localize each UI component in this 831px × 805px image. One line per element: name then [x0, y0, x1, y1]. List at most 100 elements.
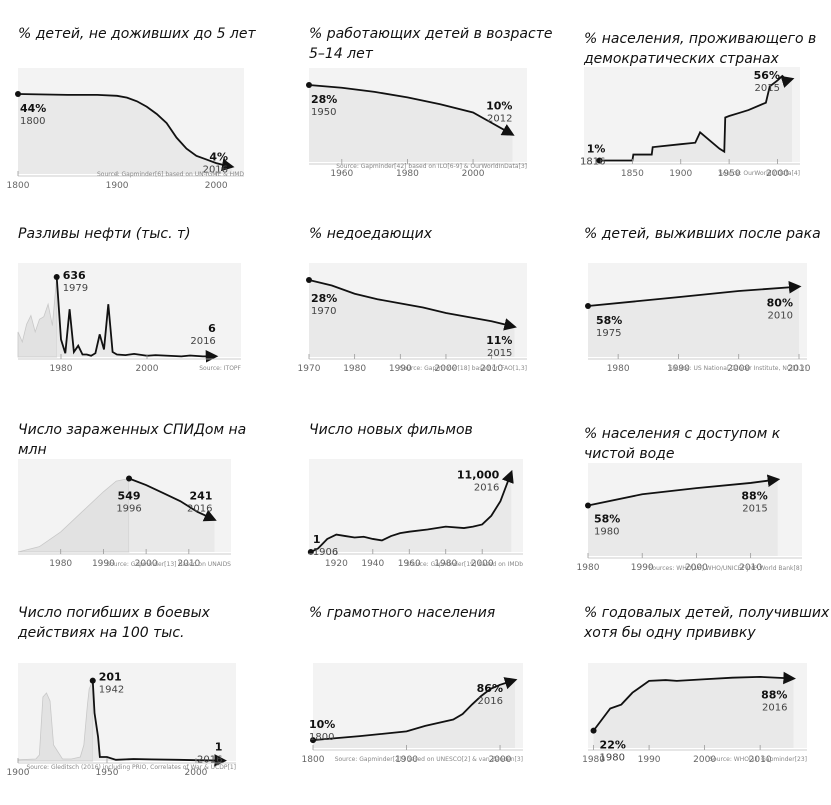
end-year-label: 2016 — [762, 702, 787, 713]
end-year-label: 2015 — [742, 503, 767, 514]
end-year-label: 2015 — [487, 348, 512, 359]
source-label: Source: US National Cancer Institute, NC… — [669, 365, 807, 372]
x-tick-label: 1990 — [631, 563, 654, 573]
x-tick-label: 1980 — [50, 364, 73, 374]
series-area — [310, 472, 512, 552]
x-tick-label: 1900 — [395, 755, 418, 765]
start-value-label: 549 — [118, 490, 141, 503]
chart-hiv: Число зараженных СПИДом на млн 1980 1990 2… — [17, 420, 278, 615]
source-label: Source: Gapminder[21] based on UNESCO[2]… — [335, 756, 523, 763]
series-line — [55, 276, 219, 363]
start-value-label: 636 — [63, 269, 86, 282]
x-tick-label: 1980 — [49, 559, 72, 569]
x-tick-label: 1980 — [582, 755, 605, 765]
end-value-label: 86% — [477, 682, 503, 695]
end-year-label: 2015 — [755, 83, 780, 94]
x-tick-label: 2000 — [135, 559, 158, 569]
series-area — [588, 479, 778, 556]
chart-title: % работающих детей в возрасте 5–14 лет — [309, 26, 553, 62]
start-year-label: 1979 — [63, 283, 88, 294]
end-value-label: 56% — [754, 69, 780, 82]
chart-title: Число зараженных СПИДом на млн — [18, 422, 247, 458]
chart-plot-area: 1850 1900 1950 2000 1%1816 56%2015 Source: Our… — [580, 67, 800, 179]
x-tick-label: 1980 — [343, 364, 366, 374]
end-year-label: 2016 — [187, 504, 212, 515]
end-year-label: 2016 — [203, 165, 228, 176]
chart-vaccination: % годовалых детей, получивших хотя бы од… — [582, 603, 831, 798]
source-label: Source: Gapminder[42] based on ILO[6-9] … — [336, 163, 527, 170]
series-line — [599, 74, 795, 162]
chart-literacy: % грамотного населения 1800 1900 2000 10% 18… — [302, 603, 569, 798]
series-line — [17, 93, 235, 172]
chart-title: % недоедающих — [309, 226, 432, 242]
end-value-label: 80% — [767, 297, 793, 310]
start-point — [15, 91, 21, 97]
x-tick-label: 2010 — [480, 364, 503, 374]
start-value-label: 22% — [600, 739, 626, 752]
start-value-label: 1% — [587, 143, 606, 156]
end-value-label: 88% — [741, 489, 767, 502]
chart-cancer-survival: % детей, выживших после рака 1980 1990 200… — [584, 224, 831, 419]
x-tick-label: 1900 — [7, 768, 30, 778]
start-year-label: 1980 — [600, 753, 625, 764]
chart-title: Число погибших в боевых действиях на 100… — [18, 605, 210, 641]
start-year-label: 1800 — [309, 732, 334, 743]
context-series — [17, 680, 94, 762]
series-area — [588, 286, 799, 357]
chart-clean-water: % населения с доступом к чистой воде 198… — [577, 424, 831, 619]
start-point — [596, 157, 603, 164]
x-tick-label: 1850 — [621, 169, 644, 179]
x-tick-label: 2000 — [185, 768, 208, 778]
series-line — [91, 680, 227, 767]
end-year-label: 2016 — [197, 755, 222, 766]
end-year-label: 2016 — [478, 696, 503, 707]
series-area — [309, 85, 513, 162]
x-tick-label: 1980 — [434, 559, 457, 569]
end-value-label: 11% — [486, 334, 512, 347]
end-value-label: 4% — [209, 151, 228, 164]
chart-plot-area: 1960 1980 2000 28%1950 10%2012 Source: Gapmin… — [306, 68, 527, 179]
series-line — [308, 279, 517, 331]
source-label: Source: Gapminder[6] based on UN-IGME & … — [97, 171, 244, 178]
start-year-label: 1950 — [311, 107, 336, 118]
series-line — [310, 469, 514, 553]
chart-oil-spills: Разливы нефти (тыс. т) 1980 2000 636 1979 6 2… — [17, 224, 278, 419]
plot-background — [18, 663, 236, 761]
x-tick-label: 1980 — [607, 364, 630, 374]
end-year-label: 2010 — [768, 311, 793, 322]
start-year-label: 1906 — [313, 547, 338, 558]
x-tick-label: 1960 — [398, 559, 421, 569]
x-tick-label: 2000 — [136, 364, 159, 374]
source-label: Source: Gleditsch (2016) including PRIO,… — [26, 764, 236, 771]
series-area — [593, 676, 794, 748]
start-value-label: 28% — [311, 93, 337, 106]
x-tick-label: 2000 — [462, 169, 485, 179]
chart-title: Разливы нефти (тыс. т) — [18, 226, 191, 242]
x-tick-label: 1950 — [718, 169, 741, 179]
start-point — [585, 502, 591, 509]
start-point — [310, 737, 316, 744]
x-tick-label: 1990 — [667, 364, 690, 374]
start-point — [590, 727, 597, 734]
chart-title: % населения, проживающего в демократичес… — [584, 31, 817, 67]
start-value-label: 44% — [20, 102, 46, 115]
end-year-label: 2016 — [474, 482, 499, 493]
source-label: Sources: WHO[16],WHO/UNICEF JMP,World Ba… — [649, 565, 802, 572]
chart-title: % населения с доступом к чистой воде — [584, 426, 781, 462]
end-value-label: 1 — [215, 741, 223, 754]
x-tick-label: 1940 — [361, 559, 384, 569]
x-tick-label: 1960 — [330, 169, 353, 179]
x-tick-label: 1980 — [396, 169, 419, 179]
x-tick-label: 2010 — [749, 755, 772, 765]
start-year-label: 1980 — [594, 527, 619, 538]
chart-child-labour: % работающих детей в возрасте 5–14 лет 1… — [306, 24, 569, 219]
source-label: Source: OurWorldInData[4] — [719, 170, 800, 177]
x-tick-label: 2010 — [177, 559, 200, 569]
start-point — [585, 302, 591, 309]
